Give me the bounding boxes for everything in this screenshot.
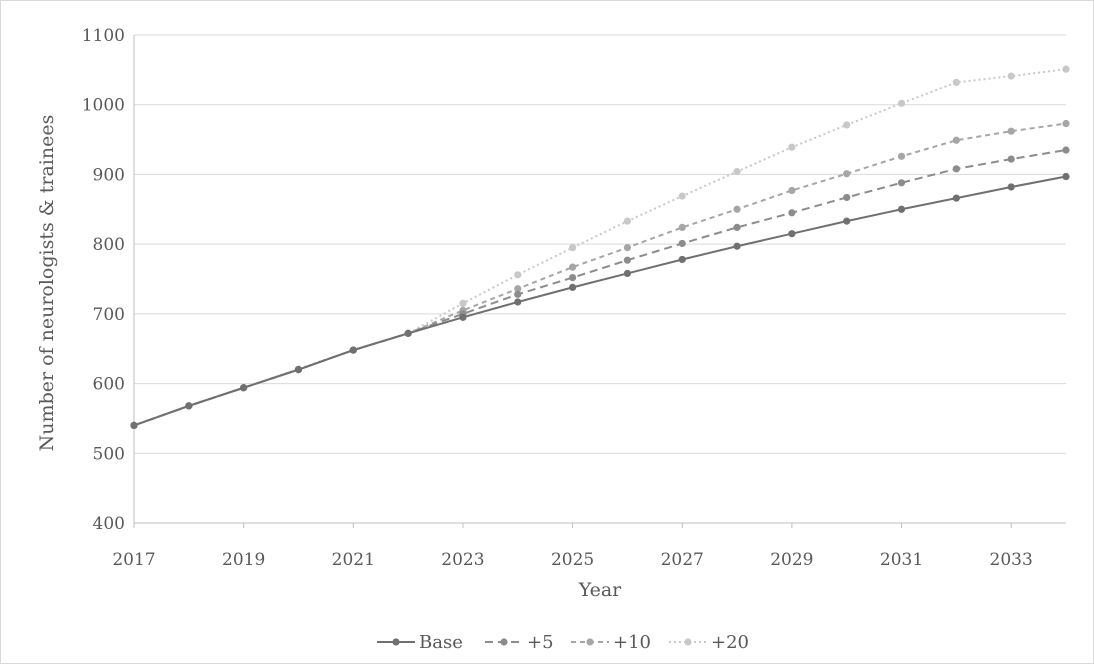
data-point: [1062, 172, 1070, 181]
y-tick-label: 600: [93, 375, 125, 395]
data-point: [404, 329, 412, 337]
data-point: [843, 193, 851, 202]
legend-item-base: Base: [377, 632, 463, 653]
data-point: [185, 402, 193, 410]
data-point: [459, 313, 467, 321]
data-point: [733, 223, 741, 232]
x-axis-title: Year: [578, 579, 622, 601]
legend-item-plus10: +10: [571, 632, 651, 653]
data-point: [788, 143, 796, 151]
data-point: [733, 242, 741, 250]
data-point: [897, 152, 906, 160]
data-point: [788, 230, 796, 238]
data-point: [952, 194, 960, 202]
data-point: [897, 205, 906, 213]
legend-item-plus5: +5: [485, 632, 554, 653]
y-tick-label: 500: [93, 444, 125, 464]
data-point: [623, 269, 632, 278]
data-point: [514, 285, 522, 293]
data-point: [952, 165, 960, 173]
data-point: [130, 421, 138, 429]
gridlines: [134, 34, 1066, 524]
data-point: [952, 78, 960, 87]
data-point: [568, 244, 577, 252]
data-point: [843, 170, 851, 178]
x-tick-label: 2019: [222, 550, 265, 570]
series-plus5: [130, 146, 1070, 429]
data-point: [897, 99, 906, 107]
legend-label: +10: [613, 632, 651, 653]
data-point: [952, 136, 960, 144]
data-point: [623, 217, 632, 225]
legend-label: Base: [419, 632, 463, 653]
data-point: [1007, 72, 1015, 80]
data-point: [240, 384, 248, 392]
data-point: [678, 192, 686, 200]
x-tick-label: 2017: [112, 550, 155, 570]
data-point: [1007, 127, 1015, 135]
series-plus10: [130, 119, 1070, 429]
data-point: [514, 298, 522, 306]
series-base: [130, 172, 1070, 429]
x-tick-label: 2023: [441, 550, 484, 570]
x-tick-label: 2025: [551, 550, 594, 570]
data-point: [678, 255, 686, 264]
x-axis-ticks: 2017 2019 2021 2023 2025 2027 2029 2031 2033: [112, 523, 1033, 570]
data-point: [1007, 183, 1015, 191]
series-line-plus5: [133, 149, 1067, 427]
data-point: [568, 283, 577, 291]
data-point: [678, 223, 686, 232]
data-point: [623, 244, 632, 252]
legend-item-plus20: +20: [669, 632, 749, 653]
data-point: [843, 217, 851, 225]
legend: Base +5 +10 +20: [377, 632, 749, 653]
data-point: [843, 121, 851, 129]
data-point: [568, 274, 577, 282]
series-line-plus10: [133, 122, 1067, 427]
series-line-base: [133, 175, 1067, 427]
data-point: [897, 179, 906, 187]
data-point: [1007, 155, 1015, 163]
x-tick-label: 2021: [332, 550, 375, 570]
data-point: [733, 205, 741, 213]
data-point: [1062, 65, 1070, 73]
y-tick-label: 1000: [82, 96, 125, 116]
x-tick-label: 2033: [990, 550, 1033, 570]
x-tick-label: 2031: [880, 550, 923, 570]
data-point: [788, 186, 796, 195]
data-point: [1062, 146, 1070, 154]
data-point: [294, 366, 303, 374]
x-tick-label: 2029: [770, 550, 813, 570]
series-group: [130, 65, 1070, 429]
y-tick-label: 900: [93, 165, 125, 185]
data-point: [459, 299, 467, 307]
data-point: [349, 346, 357, 354]
data-point: [623, 256, 632, 264]
data-point: [1062, 119, 1070, 128]
y-axis-title: Number of neurologists & trainees: [36, 115, 58, 452]
data-point: [733, 168, 741, 176]
y-tick-label: 800: [93, 235, 125, 255]
y-tick-label: 1100: [82, 26, 125, 46]
data-point: [568, 263, 577, 271]
data-point: [514, 290, 522, 298]
data-point: [514, 271, 522, 279]
legend-swatch-marker: [586, 638, 594, 646]
legend-swatch-marker: [392, 638, 400, 646]
legend-swatch-marker: [684, 638, 692, 646]
y-axis-ticks: 400 500 600 700 800 900 1000 1100: [82, 26, 125, 534]
series-plus20: [130, 65, 1070, 429]
legend-label: +20: [711, 632, 749, 653]
y-tick-label: 400: [93, 514, 125, 534]
data-point: [788, 209, 796, 217]
x-tick-label: 2027: [661, 550, 704, 570]
legend-swatch-marker: [500, 638, 508, 646]
legend-label: +5: [527, 632, 554, 653]
data-point: [678, 239, 686, 248]
y-tick-label: 700: [93, 305, 125, 325]
series-line-plus20: [133, 68, 1067, 427]
